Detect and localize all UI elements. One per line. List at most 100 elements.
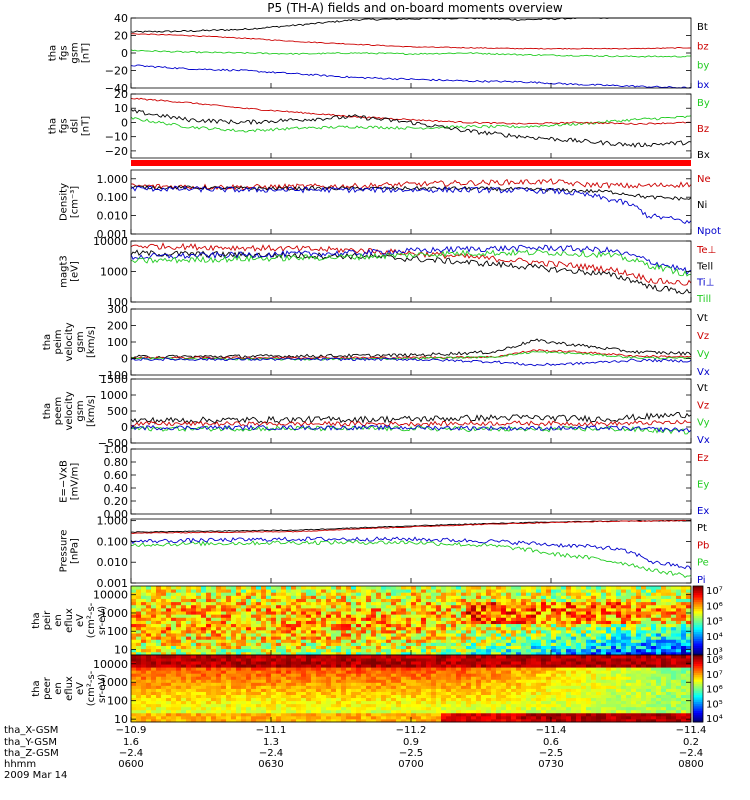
spectrogram-cell <box>326 639 332 643</box>
spectrogram-cell <box>316 664 322 668</box>
spectrogram-cell <box>341 688 347 692</box>
spectrogram-cell <box>141 670 147 674</box>
spectrogram-cell <box>446 642 452 646</box>
spectrogram-cell <box>626 595 632 599</box>
spectrogram-cell <box>416 592 422 596</box>
spectrogram-cell <box>506 703 512 708</box>
spectrogram-cell <box>296 629 302 634</box>
spectrogram-cell <box>156 673 162 677</box>
spectrogram-cell <box>666 642 672 646</box>
spectrogram-cell <box>271 685 277 689</box>
spectrogram-cell <box>536 614 542 618</box>
spectrogram-cell <box>596 639 602 643</box>
spectrogram-cell <box>556 611 562 615</box>
spectrogram-cell <box>441 664 447 668</box>
spectrogram-cell <box>406 694 412 699</box>
spectrogram-cell <box>501 592 507 596</box>
spectrogram-cell <box>541 614 547 618</box>
spectrogram-cell <box>341 589 347 593</box>
spectrogram-cell <box>231 715 237 720</box>
spectrogram-cell <box>166 636 172 640</box>
spectrogram-cell <box>606 592 612 596</box>
spectrogram-cell <box>406 651 412 656</box>
spectrogram-cell <box>416 645 422 650</box>
spectrogram-cell <box>436 664 442 668</box>
spectrogram-cell <box>501 682 507 686</box>
spectrogram-cell <box>466 592 472 596</box>
spectrogram-cell <box>306 697 312 702</box>
spectrogram-cell <box>251 604 257 609</box>
spectrogram-cell <box>616 639 622 643</box>
spectrogram-cell <box>361 694 367 699</box>
spectrogram-cell <box>311 676 317 680</box>
spectrogram-cell <box>421 703 427 708</box>
spectrogram-cell <box>311 592 317 596</box>
spectrogram-cell <box>306 607 312 612</box>
spectrogram-cell <box>381 607 387 612</box>
spectrogram-cell <box>521 601 527 606</box>
spectrogram-cell <box>431 598 437 603</box>
spectrogram-cell <box>526 626 532 631</box>
spectrogram-cell <box>356 703 362 708</box>
spectrogram-cell <box>486 586 492 590</box>
spectrogram-cell <box>456 697 462 702</box>
spectrogram-cell <box>496 629 502 634</box>
spectrogram-cell <box>506 601 512 606</box>
spectrogram-cell <box>666 601 672 606</box>
spectrogram-cell <box>666 648 672 653</box>
spectrogram-cell <box>606 607 612 612</box>
spectrogram-cell <box>411 645 417 650</box>
spectrogram-cell <box>216 601 222 606</box>
spectrogram-cell <box>461 706 467 711</box>
spectrogram-cell <box>496 598 502 603</box>
spectrogram-cell <box>546 658 552 662</box>
spectrogram-cell <box>306 679 312 683</box>
spectrogram-cell <box>536 700 542 705</box>
spectrogram-cell <box>351 667 357 671</box>
spectrogram-cell <box>551 694 557 699</box>
spectrogram-cell <box>321 667 327 671</box>
spectrogram-cell <box>241 715 247 720</box>
spectrogram-cell <box>536 604 542 609</box>
spectrogram-cell <box>191 691 197 695</box>
spectrogram-cell <box>171 667 177 671</box>
spectrogram-cell <box>286 586 292 590</box>
spectrogram-cell <box>341 700 347 705</box>
spectrogram-cell <box>576 617 582 621</box>
spectrogram-cell <box>151 639 157 643</box>
spectrogram-cell <box>231 601 237 606</box>
spectrogram-cell <box>396 642 402 646</box>
spectrogram-cell <box>151 645 157 650</box>
spectrogram-cell <box>146 623 152 628</box>
spectrogram-cell <box>646 626 652 631</box>
spectrogram-cell <box>306 700 312 705</box>
spectrogram-cell <box>631 642 637 646</box>
spectrogram-cell <box>626 658 632 662</box>
spectrogram-cell <box>416 636 422 640</box>
spectrogram-cell <box>556 651 562 656</box>
spectrogram-cell <box>546 651 552 656</box>
spectrogram-cell <box>541 673 547 677</box>
spectrogram-cell <box>396 718 402 723</box>
spectrogram-cell <box>291 685 297 689</box>
spectrogram-cell <box>451 586 457 590</box>
spectrogram-cell <box>506 706 512 711</box>
y-tick-label: −100 <box>98 369 128 382</box>
spectrogram-cell <box>406 709 412 714</box>
spectrogram-cell <box>321 645 327 650</box>
spectrogram-cell <box>356 664 362 668</box>
spectrogram-cell <box>296 598 302 603</box>
spectrogram-cell <box>476 712 482 717</box>
spectrogram-cell <box>456 645 462 650</box>
spectrogram-cell <box>151 658 157 662</box>
spectrogram-cell <box>301 697 307 702</box>
spectrogram-cell <box>241 617 247 621</box>
spectrogram-cell <box>566 633 572 637</box>
spectrogram-cell <box>336 697 342 702</box>
spectrogram-cell <box>186 667 192 671</box>
spectrogram-cell <box>211 586 217 590</box>
spectrogram-cell <box>401 676 407 680</box>
spectrogram-cell <box>641 586 647 590</box>
spectrogram-cell <box>256 676 262 680</box>
colorbar-segment <box>693 590 703 594</box>
